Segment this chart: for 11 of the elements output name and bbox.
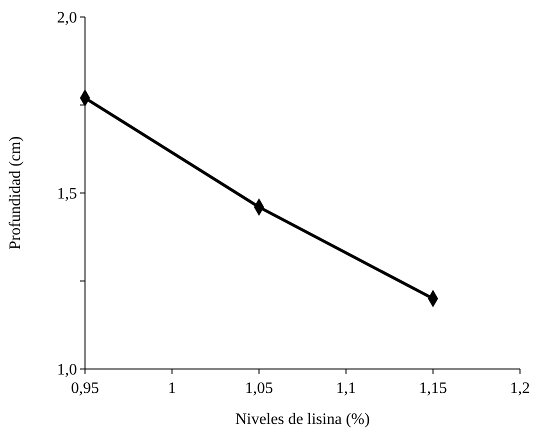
x-tick-label: 0,95 (71, 380, 99, 397)
x-axis-title: Niveles de lisina (%) (235, 411, 370, 428)
x-tick-label: 1,2 (510, 380, 530, 397)
y-tick-label: 1,5 (57, 186, 77, 203)
x-tick-label: 1 (168, 380, 176, 397)
x-tick-label: 1,1 (336, 380, 356, 397)
x-tick-label: 1,15 (419, 380, 447, 397)
x-tick-label: 1,05 (245, 380, 273, 397)
y-axis-title: Profundidad (cm) (7, 136, 24, 250)
y-tick-label: 1,0 (57, 362, 77, 379)
y-tick-label: 2,0 (57, 10, 77, 27)
